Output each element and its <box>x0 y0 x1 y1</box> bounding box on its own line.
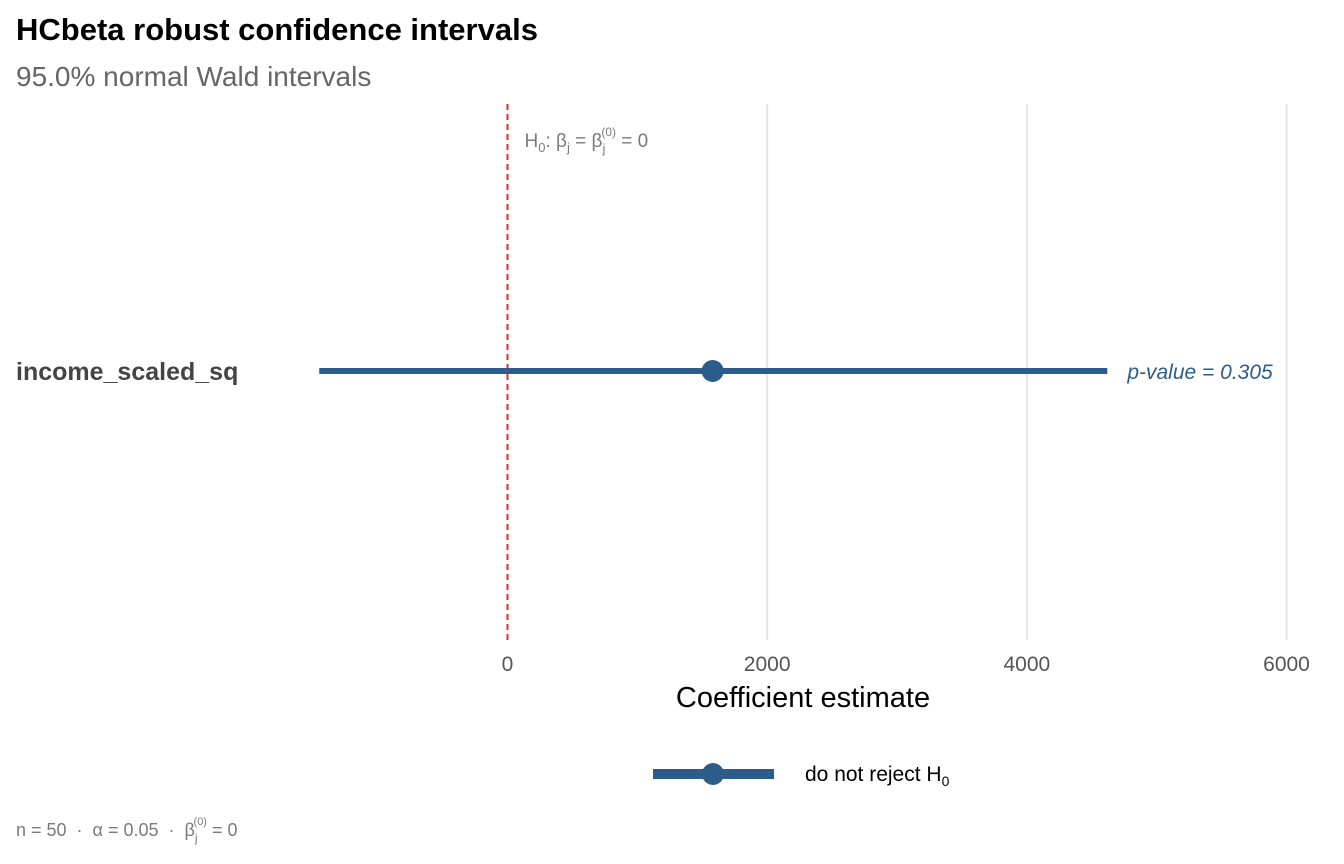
x-tick-label: 6000 <box>1263 653 1310 676</box>
legend: do not reject H0 <box>653 763 950 789</box>
x-tick-label: 2000 <box>744 653 791 676</box>
x-axis-ticks: 0 2000 4000 6000 <box>502 653 1310 676</box>
reference-annotation: H0: βj = βj(0) = 0 <box>525 125 649 156</box>
x-axis-label: Coefficient estimate <box>676 682 930 714</box>
x-tick-label: 0 <box>502 653 514 676</box>
legend-key-point <box>702 763 724 785</box>
reference-line-label: H0: βj = βj(0) = 0 <box>525 125 649 156</box>
point-estimate <box>701 360 724 382</box>
legend-label: do not reject H0 <box>805 763 950 789</box>
caption-text: n = 50 · α = 0.05 · βj(0) = 0 <box>16 816 238 845</box>
term-label: income_scaled_sq <box>16 358 238 386</box>
caption: n = 50 · α = 0.05 · βj(0) = 0 <box>16 816 238 845</box>
x-tick-label: 4000 <box>1003 653 1050 676</box>
term-intervals: income_scaled_sq p-value = 0.305 <box>16 358 1273 386</box>
p-value-label: p-value = 0.305 <box>1126 361 1273 384</box>
chart-title: HCbeta robust confidence intervals <box>16 12 538 47</box>
chart-subtitle: 95.0% normal Wald intervals <box>16 61 371 92</box>
